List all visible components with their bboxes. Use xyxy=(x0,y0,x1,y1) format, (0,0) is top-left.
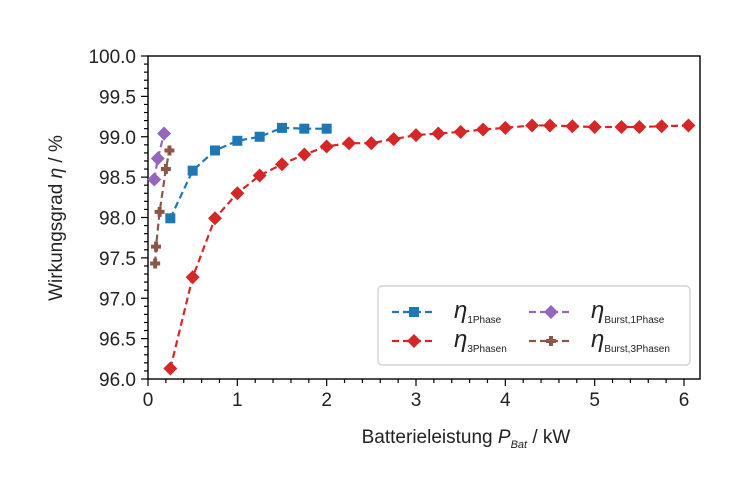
data-point xyxy=(632,120,647,135)
data-point xyxy=(277,122,287,133)
data-point xyxy=(321,123,332,134)
data-point xyxy=(164,145,175,156)
series-line xyxy=(153,133,166,180)
data-point xyxy=(386,132,401,147)
data-point xyxy=(476,122,490,137)
data-point xyxy=(498,120,513,135)
data-point xyxy=(587,120,602,135)
data-point xyxy=(654,119,669,134)
legend-label: η3Phasen xyxy=(454,326,507,355)
data-point xyxy=(208,211,222,226)
data-point xyxy=(150,258,161,269)
data-point xyxy=(431,126,446,141)
series-burst-3phasen xyxy=(150,145,175,269)
x-tick-label: 4 xyxy=(500,390,511,411)
data-point xyxy=(232,135,243,146)
x-tick-label: 5 xyxy=(589,390,600,411)
data-point xyxy=(409,128,423,143)
data-point xyxy=(163,361,178,376)
legend-marker xyxy=(409,307,419,317)
data-point xyxy=(210,145,220,156)
y-tick-label: 99.5 xyxy=(99,87,136,108)
legend-item: ηBurst,1Phase xyxy=(529,297,665,326)
x-tick-label: 1 xyxy=(232,390,243,411)
y-tick-label: 96.5 xyxy=(99,330,136,351)
x-tick-label: 6 xyxy=(679,390,690,411)
series-1phase xyxy=(165,122,332,224)
series-line xyxy=(154,150,171,264)
x-axis-ticks: 0 1 2 3 4 5 6 xyxy=(143,379,690,411)
data-point xyxy=(147,172,162,187)
data-point xyxy=(275,157,289,172)
legend-label: η1Phase xyxy=(454,297,502,326)
legend-item: η1Phase xyxy=(392,297,502,326)
x-tick-label: 0 xyxy=(143,390,154,411)
y-tick-label: 98.0 xyxy=(99,209,136,230)
data-point xyxy=(565,119,580,134)
data-point xyxy=(453,124,468,139)
data-point xyxy=(157,126,172,141)
y-axis-title: Wirkungsgrad η / % xyxy=(46,135,67,301)
legend-box xyxy=(377,285,691,366)
y-tick-label: 98.5 xyxy=(99,168,136,189)
y-tick-label: 97.0 xyxy=(99,289,136,310)
x-tick-label: 2 xyxy=(321,390,332,411)
series-burst-1phase xyxy=(147,126,172,187)
data-point xyxy=(525,118,540,133)
data-point xyxy=(319,139,334,154)
data-point xyxy=(160,164,171,175)
data-point xyxy=(614,120,629,135)
data-point xyxy=(297,147,312,162)
legend-marker xyxy=(544,305,558,319)
series-3phasen xyxy=(163,118,696,376)
data-point xyxy=(150,151,165,166)
data-point xyxy=(154,206,165,217)
legend-label: ηBurst,3Phasen xyxy=(591,326,670,355)
data-point xyxy=(185,270,200,285)
legend-marker xyxy=(407,334,421,348)
legend-item: η3Phasen xyxy=(392,326,507,355)
data-point xyxy=(230,186,245,201)
data-point xyxy=(165,213,176,224)
data-point xyxy=(252,168,267,183)
legend-label: ηBurst,1Phase xyxy=(591,297,665,326)
x-axis-title: Batterieleistung PBat / kW xyxy=(362,427,571,451)
y-tick-label: 96.0 xyxy=(99,370,136,391)
data-point xyxy=(342,136,356,151)
x-tick-label: 3 xyxy=(411,390,422,411)
data-point xyxy=(299,123,310,134)
data-point xyxy=(681,118,696,133)
y-tick-label: 99.0 xyxy=(99,128,136,149)
data-point xyxy=(151,241,162,252)
data-point xyxy=(254,131,265,142)
y-tick-label: 100.0 xyxy=(88,47,136,68)
series-layer xyxy=(147,118,696,376)
data-point xyxy=(543,118,557,133)
data-point xyxy=(187,165,198,176)
legend-marker xyxy=(546,336,556,346)
data-point xyxy=(364,136,379,151)
legend-item: ηBurst,3Phasen xyxy=(529,326,670,355)
y-tick-label: 97.5 xyxy=(99,249,136,270)
y-axis-ticks: 96.0 96.5 97.0 97.5 98.0 98.5 99.0 99.5 100.0 xyxy=(88,47,148,391)
